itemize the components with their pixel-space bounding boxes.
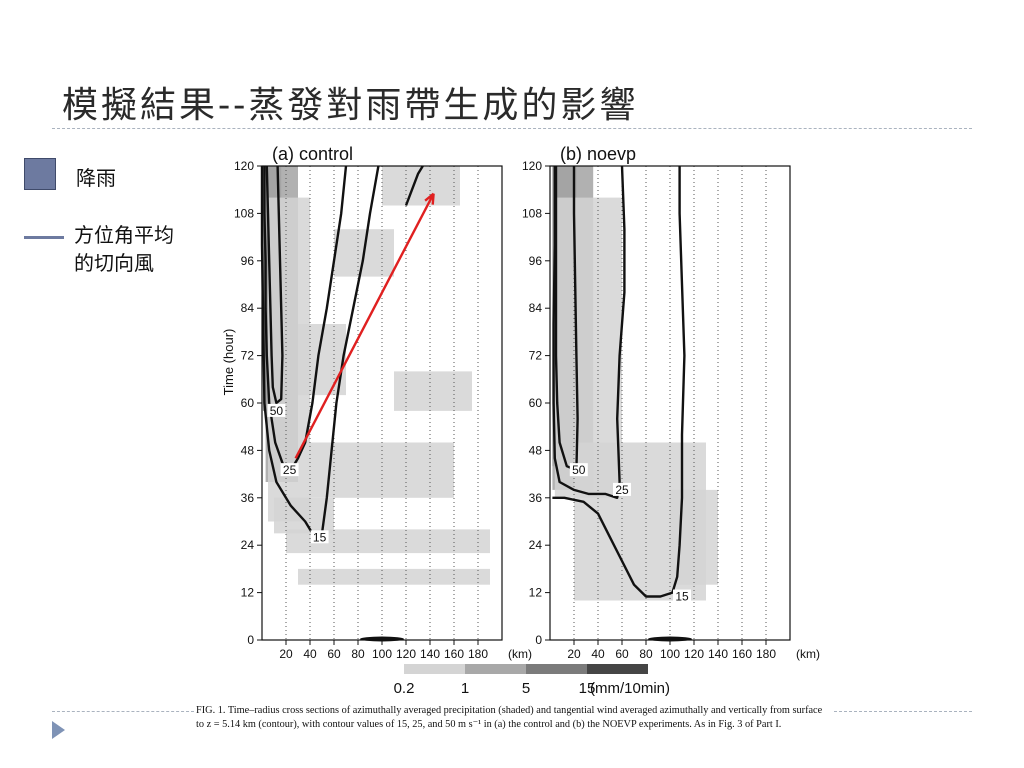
x-tick-label-120: 120 [396, 647, 416, 661]
contour-label-15: 15 [313, 530, 327, 544]
precipitation-legend-label: 降雨 [76, 166, 116, 190]
x-tick-label-60: 60 [615, 647, 629, 661]
y-tick-label-12: 12 [529, 586, 543, 600]
wind-contour-15-2 [552, 166, 686, 598]
contour-label-bg-1 [613, 482, 631, 496]
contour-label-bg-1 [280, 463, 299, 477]
precip-colorbar: 0.2 1 5 15(mm/10min) [394, 664, 670, 697]
precip-shading-light-8 [286, 529, 490, 554]
contour-label-50: 50 [270, 404, 284, 418]
caption-prefix: FIG. 1. [196, 705, 226, 716]
y-tick-label-84: 84 [529, 301, 543, 315]
tangential-wind-legend-label-1: 方位角平均 [74, 223, 174, 247]
contour-label-bg-2 [673, 589, 691, 603]
panel-b-noevp: 50 25 15 0 12 24 36 48 60 72 84 96 108 120 20 40 60 80 100… [522, 144, 820, 661]
x-tick-label-20: 20 [279, 647, 293, 661]
colorbar-unit: (mm/10min) [590, 680, 670, 697]
y-tick-label-24: 24 [529, 538, 543, 552]
y-tick-label-36: 36 [529, 491, 543, 505]
title-divider [52, 128, 972, 129]
figure-caption: FIG. 1. Time–radius cross sections of az… [196, 704, 832, 732]
contour-label-50: 50 [572, 463, 586, 477]
precipitation-legend-swatch [24, 158, 56, 190]
precip-shading-light-5 [382, 166, 460, 206]
y-tick-label-72: 72 [529, 349, 543, 363]
wind-contour-50-0 [265, 165, 284, 405]
y-tick-label-24: 24 [241, 538, 255, 552]
x-unit-label: (km) [796, 647, 820, 661]
x-tick-label-160: 160 [444, 647, 464, 661]
y-tick-label-108: 108 [522, 206, 542, 220]
colorbar-label-3: 15 [579, 680, 596, 697]
y-tick-label-0: 0 [535, 633, 542, 647]
x-tick-label-40: 40 [591, 647, 605, 661]
contour-label-25: 25 [283, 463, 297, 477]
wind-contour-25-1 [552, 165, 626, 499]
tangential-wind-legend-label-2: 的切向風 [74, 251, 154, 275]
y-tick-label-108: 108 [234, 206, 254, 220]
colorbar-label-1: 1 [461, 680, 469, 697]
x-tick-label-80: 80 [639, 647, 653, 661]
x-unit-label: (km) [508, 647, 532, 661]
panel-title: (b) noevp [560, 144, 636, 164]
y-tick-label-60: 60 [241, 396, 255, 410]
x-tick-label-180: 180 [756, 647, 776, 661]
precip-shading-light-9 [298, 568, 490, 585]
colorbar-label-0: 0.2 [394, 680, 415, 697]
colorbar-label-2: 5 [522, 680, 530, 697]
tangential-wind-legend-line [24, 236, 64, 239]
contour-label-15: 15 [675, 590, 689, 604]
x-tick-label-40: 40 [303, 647, 317, 661]
colorbar-segment-1 [465, 664, 526, 674]
contour-label-bg-2 [310, 530, 329, 544]
wind-contour-50-0 [554, 166, 579, 472]
rainband-arrow-head [424, 192, 435, 205]
x-tick-label-100: 100 [372, 647, 392, 661]
y-tick-label-120: 120 [234, 159, 254, 173]
wind-contour-15-3 [404, 165, 424, 206]
x-tick-label-120: 120 [684, 647, 704, 661]
caption-rule-right [834, 711, 972, 712]
contour-label-bg-0 [569, 463, 588, 477]
y-tick-label-96: 96 [529, 254, 543, 268]
x-tick-label-100: 100 [660, 647, 680, 661]
figure-panels: Time (hour) 5025150122436486072849610812… [221, 144, 820, 697]
y-tick-label-120: 120 [522, 159, 542, 173]
colorbar-segment-3 [587, 664, 648, 674]
y-tick-label-60: 60 [529, 396, 543, 410]
x-tick-label-80: 80 [351, 647, 365, 661]
contour-label-25: 25 [615, 483, 629, 497]
y-tick-label-72: 72 [241, 349, 255, 363]
x-tick-label-140: 140 [708, 647, 728, 661]
ylabel-time: Time (hour) [221, 329, 236, 396]
y-tick-label-96: 96 [241, 254, 255, 268]
y-tick-label-48: 48 [241, 443, 255, 457]
slide-title: 模擬結果--蒸發對雨帶生成的影響 [62, 85, 639, 126]
x-tick-label-60: 60 [327, 647, 341, 661]
y-tick-label-12: 12 [241, 586, 255, 600]
panel-title: (a) control [272, 144, 353, 164]
x-tick-label-180: 180 [468, 647, 488, 661]
x-tick-label-20: 20 [567, 647, 581, 661]
y-tick-label-36: 36 [241, 491, 255, 505]
y-tick-label-84: 84 [241, 301, 255, 315]
contour-label-bg-0 [267, 403, 286, 417]
colorbar-segment-2 [526, 664, 587, 674]
precip-shading-light-6 [394, 371, 472, 411]
caption-body: Time–radius cross sections of azimuthall… [196, 705, 823, 730]
next-slide-icon[interactable] [52, 721, 65, 739]
rainband-arrow [294, 193, 435, 459]
panel-a-control: 50 25 15 0 12 24 36 48 60 72 84 96 108 120 20 40 60 80 100… [234, 144, 532, 661]
x-tick-label-140: 140 [420, 647, 440, 661]
x-tick-label-160: 160 [732, 647, 752, 661]
caption-rule-left [52, 711, 194, 712]
colorbar-segment-0 [404, 664, 465, 674]
y-tick-label-0: 0 [247, 633, 254, 647]
y-tick-label-48: 48 [529, 443, 543, 457]
